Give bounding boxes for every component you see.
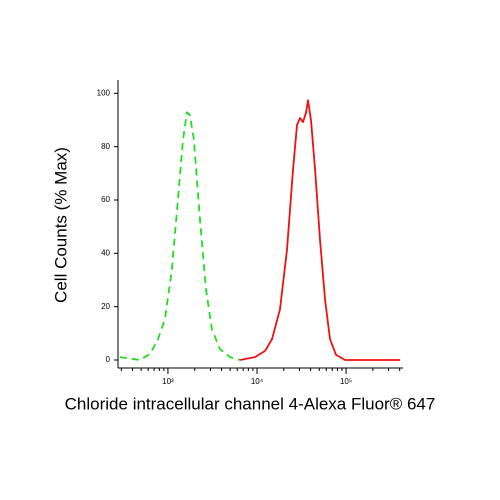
x-tick-label: 10⁵ (340, 377, 352, 386)
x-tick-label: 10⁴ (251, 377, 264, 386)
y-tick-label: 60 (101, 195, 110, 204)
y-tick-label: 100 (97, 88, 111, 97)
y-tick-label: 0 (106, 355, 111, 364)
y-axis-title: Cell Counts (% Max) (51, 147, 70, 303)
x-axis-title: Chloride intracellular channel 4-Alexa F… (65, 394, 436, 413)
histogram-line (239, 99, 401, 361)
y-tick-label: 20 (101, 302, 110, 311)
x-tick-label: 10³ (162, 377, 174, 386)
y-tick-label: 80 (101, 142, 110, 151)
y-tick-label: 40 (101, 248, 110, 257)
histogram-line (119, 111, 241, 361)
